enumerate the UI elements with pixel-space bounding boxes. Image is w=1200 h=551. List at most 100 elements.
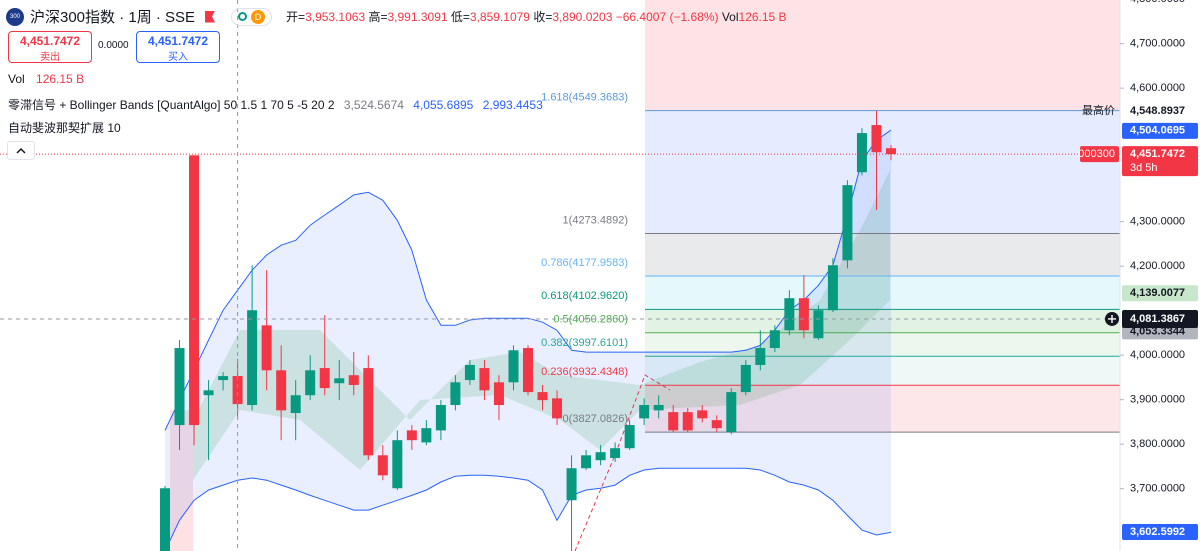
status-dot	[238, 12, 248, 21]
candle-body	[276, 370, 287, 411]
candle-body	[784, 298, 795, 331]
volume-label: Vol	[8, 72, 25, 86]
sell-button[interactable]: 4,451.7472 卖出	[8, 31, 92, 63]
volume-row: Vol 126.15 B	[8, 72, 84, 86]
candle-body	[523, 348, 533, 393]
candle-body	[421, 428, 432, 443]
price-badge	[1122, 524, 1198, 541]
spread: 0.0000	[98, 40, 129, 51]
candle-body	[726, 392, 737, 433]
flag-icon[interactable]	[205, 10, 216, 23]
candle-body	[668, 412, 679, 431]
y-tick-label: 4,700.0000	[1130, 38, 1185, 50]
ohlc-value: 3,991.3091	[387, 10, 448, 24]
band-lower	[164, 467, 892, 551]
price-badge-label: 4,139.0077	[1130, 287, 1185, 299]
fib-label: 1(4273.4892)	[563, 214, 628, 226]
candle-body	[464, 364, 475, 381]
candle-body	[305, 370, 316, 396]
fib-zone	[645, 0, 1120, 111]
delay-badge: D	[251, 9, 266, 24]
price-badge-label: 4,548.8937	[1130, 105, 1185, 117]
indicator-name: 自动斐波那契扩展 10	[8, 121, 121, 135]
candle-body	[479, 368, 490, 391]
ohlc-value: 3,890.0203	[552, 10, 613, 24]
ohlc-value: 3,859.1079	[469, 10, 530, 24]
candle-body	[203, 390, 214, 396]
price-tag: 最高价	[1082, 103, 1115, 117]
candle-body	[392, 440, 403, 489]
y-tick-label: 4,800.0000	[1130, 0, 1185, 5]
candle-body	[189, 155, 200, 426]
ohlc-key: 高=	[368, 10, 388, 24]
indicator-row[interactable]: 自动斐波那契扩展 10	[8, 119, 121, 136]
fib-zone	[645, 110, 1120, 234]
y-tick-label: 4,000.0000	[1130, 349, 1185, 361]
symbol-title[interactable]: 沪深300指数 · 1周 · SSE	[30, 9, 196, 26]
price-tag: 000300	[1078, 148, 1115, 160]
candle-body	[697, 410, 708, 419]
candle-body	[682, 412, 693, 431]
fib-zone	[645, 385, 1120, 433]
price-badge-label: 4,504.0695	[1130, 125, 1185, 137]
candle-body	[493, 382, 504, 406]
y-tick-label: 3,900.0000	[1130, 394, 1185, 406]
candle-body	[798, 298, 809, 331]
fib-zone	[645, 356, 1120, 386]
candle-body	[160, 488, 170, 551]
candle-body	[232, 376, 243, 405]
price-tag-bg	[1080, 146, 1119, 163]
fib-zone	[645, 233, 1120, 276]
candle-body	[334, 378, 345, 384]
candle-body	[740, 364, 751, 393]
price-badge	[1122, 146, 1198, 177]
candle-body	[813, 310, 824, 339]
fib-label: 0.786(4177.9583)	[541, 257, 628, 269]
price-badge-sub: 3d 5h	[1130, 162, 1158, 174]
band-fill	[165, 130, 891, 551]
candle-body	[871, 125, 882, 153]
fib-zone	[645, 275, 1120, 310]
fib-label: 0.618(4102.9620)	[541, 290, 628, 302]
crosshair-badge	[1122, 309, 1198, 328]
y-tick-label: 3,800.0000	[1130, 438, 1185, 450]
buy-label: 买入	[168, 52, 188, 63]
candle-body	[769, 330, 780, 349]
candle-body	[247, 310, 258, 406]
indicator-row[interactable]: 零滞信号 + Bollinger Bands [QuantAlgo] 50 1.…	[8, 96, 543, 113]
change: −66.4007 (−1.68%)	[615, 10, 719, 24]
candle-body	[566, 468, 577, 501]
fib-label: 0.5(4050.2860)	[553, 314, 628, 326]
projection-line	[574, 374, 671, 551]
candle-body	[363, 368, 374, 456]
ohlc-key: 低=	[450, 10, 470, 24]
buy-button[interactable]: 4,451.7472 买入	[136, 31, 220, 63]
ohlc-key: 开=	[286, 10, 306, 24]
candle-body	[827, 265, 838, 311]
indicator-value: 2,993.4453	[482, 98, 543, 112]
candle-body	[856, 133, 867, 173]
candle-body	[290, 395, 301, 414]
price-badge-label: 4,451.7472	[1130, 148, 1185, 160]
sell-label: 卖出	[40, 52, 60, 63]
candle-body	[653, 405, 664, 411]
fib-label: 0.382(3997.6101)	[541, 337, 628, 349]
price-badge-label: 3,602.5992	[1130, 526, 1185, 538]
volume-value: 126.15 B	[738, 10, 787, 24]
candle-body	[261, 325, 272, 371]
candle-body	[218, 376, 229, 381]
status-pill[interactable]: D	[231, 7, 273, 26]
chevron-icon	[16, 147, 26, 154]
buy-price: 4,451.7472	[147, 34, 209, 48]
candle-body	[755, 348, 766, 365]
plus-icon	[1108, 314, 1116, 323]
y-tick-label: 4,600.0000	[1130, 82, 1185, 94]
candle-body	[624, 425, 635, 449]
collapse-button[interactable]	[7, 141, 35, 160]
y-tick-label: 3,700.0000	[1130, 483, 1185, 495]
symbol-icon: 300	[6, 7, 24, 26]
sell-price: 4,451.7472	[19, 34, 81, 48]
price-badge	[1122, 285, 1198, 302]
candle-body	[581, 455, 592, 469]
